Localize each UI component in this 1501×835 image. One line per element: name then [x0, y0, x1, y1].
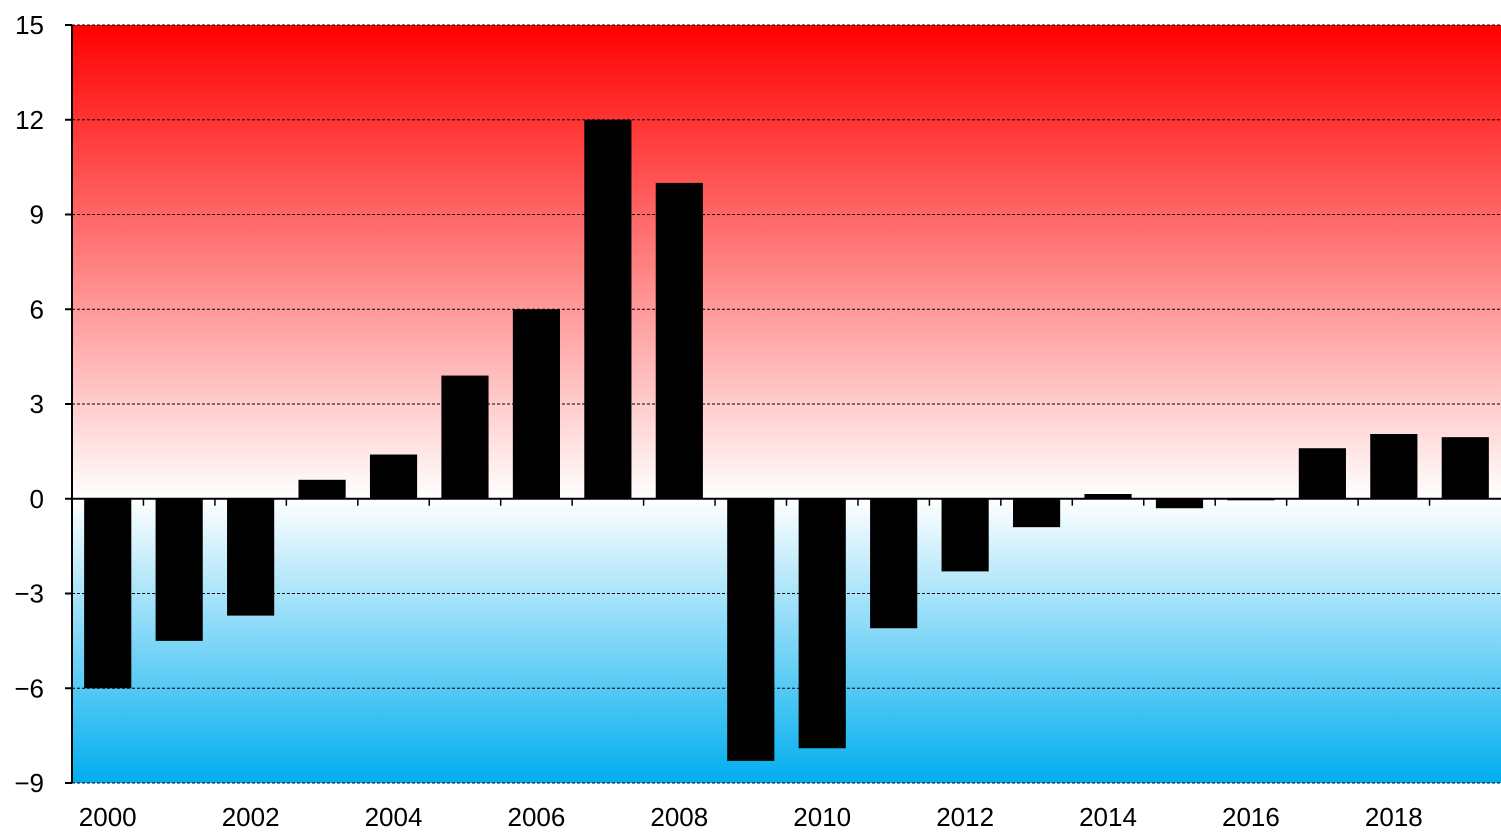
bar-2003	[298, 479, 346, 499]
x-tick-labels: 2000 2002 2004 2006 2008 2010 2012 2014 2016 2018	[79, 802, 1423, 832]
x-tick-label: 2018	[1365, 802, 1423, 832]
bar-2002	[227, 498, 275, 616]
bar-2013	[1012, 498, 1061, 528]
bar-2012	[941, 498, 989, 572]
gridlines	[72, 119, 1501, 689]
bar-2004	[369, 454, 418, 499]
x-tick-label: 2002	[222, 802, 280, 832]
x-tick-label: 2008	[650, 802, 708, 832]
bar-2008	[655, 182, 703, 499]
bar-2018	[1370, 434, 1418, 499]
x-tick-label: 2004	[365, 802, 423, 832]
bar-2005	[441, 375, 489, 499]
x-tick-label: 2000	[79, 802, 137, 832]
bar-2015	[1155, 498, 1204, 509]
y-tick-label: 6	[30, 294, 44, 324]
x-tick-label: 2014	[1079, 802, 1137, 832]
y-tick-label: −9	[14, 768, 44, 798]
bar-2006	[512, 309, 561, 499]
bar-2009	[727, 498, 775, 761]
y-tick-label: 15	[15, 10, 44, 40]
bar-2007	[584, 119, 632, 499]
plot-background	[72, 25, 1501, 783]
x-tick-label: 2016	[1222, 802, 1280, 832]
y-tick-label: 9	[30, 200, 44, 230]
axes	[65, 24, 1501, 784]
y-tick-labels: 15 12 9 6 3 0 −3 −6 −9	[14, 10, 44, 798]
bar-2014	[1084, 494, 1132, 499]
bar-2019	[1441, 437, 1489, 499]
bar-2001	[155, 498, 203, 641]
y-tick-label: 0	[30, 484, 44, 514]
x-tick-label: 2012	[936, 802, 994, 832]
bar-2011	[870, 498, 918, 629]
y-tick-label: −6	[14, 673, 44, 703]
x-tick-label: 2010	[793, 802, 851, 832]
y-tick-label: −3	[14, 579, 44, 609]
bar-2000	[84, 498, 132, 689]
x-tick-label: 2006	[508, 802, 566, 832]
y-tick-label: 12	[15, 105, 44, 135]
bars	[84, 119, 1489, 761]
bar-2010	[798, 498, 846, 749]
y-tick-label: 3	[30, 389, 44, 419]
bar-2017	[1298, 448, 1346, 499]
